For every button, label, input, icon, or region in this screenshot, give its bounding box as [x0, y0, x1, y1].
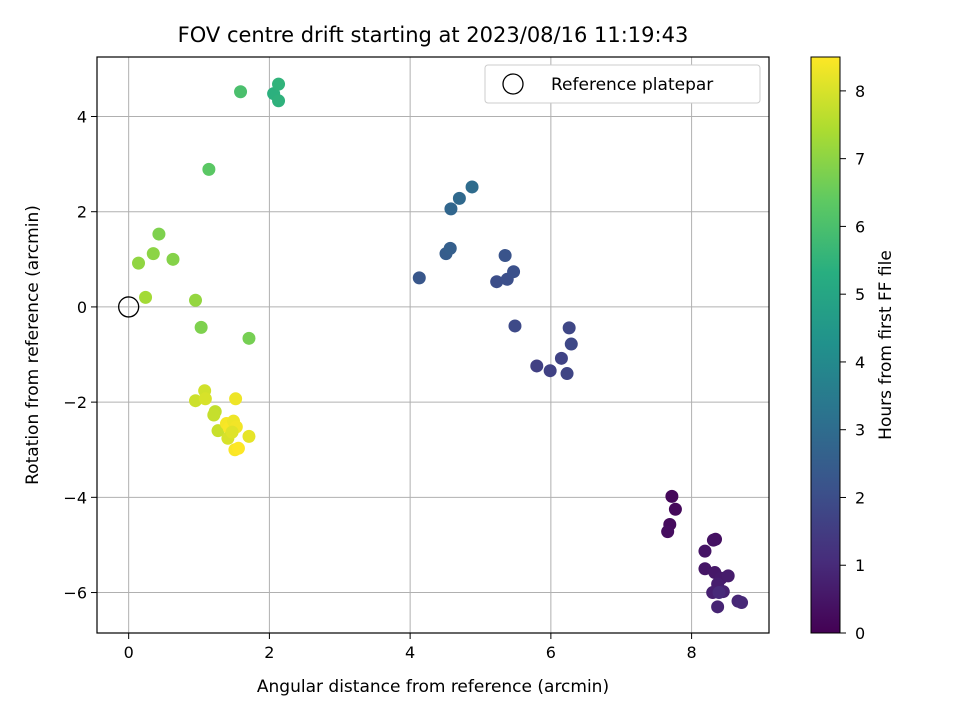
colorbar-tick-label: 5	[855, 285, 865, 304]
grid	[97, 57, 769, 633]
data-point	[444, 202, 458, 216]
data-point	[198, 392, 212, 406]
data-point	[194, 320, 208, 334]
colorbar-tick-label: 8	[855, 82, 865, 101]
y-axis-ticks: −6 −4 −2 0 2 4	[63, 108, 97, 603]
data-point	[242, 331, 256, 345]
data-point	[242, 429, 256, 443]
colorbar-ticks: 0 1 2 3 4 5 6 7 8	[840, 82, 865, 643]
data-point	[698, 544, 712, 558]
colorbar-tick-label: 6	[855, 217, 865, 236]
data-point	[152, 227, 166, 241]
x-tick-label: 6	[546, 643, 556, 662]
data-point	[712, 586, 726, 600]
data-point	[272, 94, 286, 108]
data-point	[412, 271, 426, 285]
y-tick-label: 0	[77, 298, 87, 317]
y-tick-label: −2	[63, 393, 87, 412]
colorbar-tick-label: 3	[855, 421, 865, 440]
data-point	[225, 425, 239, 439]
legend-reference-marker	[502, 73, 524, 95]
data-point	[508, 319, 522, 333]
reference-marker-layer	[118, 296, 140, 318]
x-tick-label: 2	[264, 643, 274, 662]
y-axis-label: Rotation from reference (arcmin)	[23, 205, 43, 485]
y-tick-label: 4	[77, 108, 87, 127]
legend-box	[484, 64, 761, 104]
data-point	[507, 265, 521, 279]
colorbar-tick-label: 0	[855, 624, 865, 643]
data-point	[560, 367, 574, 381]
data-point	[554, 351, 568, 365]
data-point	[661, 525, 675, 539]
legend-label: Reference platepar	[551, 75, 713, 95]
x-tick-label: 8	[687, 643, 697, 662]
colorbar-tick-label: 2	[855, 488, 865, 507]
colorbar: 0 1 2 3 4 5 6 7 8 Hours from first FF file	[810, 56, 896, 643]
data-point	[735, 596, 749, 610]
colorbar-gradient	[810, 56, 841, 634]
data-point	[202, 162, 216, 176]
data-point	[234, 85, 248, 99]
data-point	[698, 562, 712, 576]
data-point	[231, 441, 245, 455]
colorbar-tick-label: 4	[855, 353, 865, 372]
data-point	[166, 252, 180, 266]
x-tick-label: 0	[124, 643, 134, 662]
data-point	[452, 191, 466, 205]
data-point	[721, 569, 735, 583]
scatter-points	[132, 77, 749, 614]
data-point	[711, 600, 725, 614]
chart-title: FOV centre drift starting at 2023/08/16 …	[178, 23, 689, 47]
data-point	[139, 290, 153, 304]
data-point	[530, 359, 544, 373]
data-point	[229, 392, 243, 406]
x-axis-ticks: 0 2 4 6 8	[124, 633, 697, 662]
data-point	[564, 337, 578, 351]
reference-marker	[118, 296, 140, 318]
y-tick-label: −6	[63, 584, 87, 603]
data-point	[189, 293, 203, 307]
colorbar-tick-label: 7	[855, 150, 865, 169]
data-point	[443, 241, 457, 255]
data-point	[189, 394, 203, 408]
data-point	[706, 533, 720, 547]
data-point	[207, 408, 221, 422]
data-point	[498, 249, 512, 263]
y-tick-label: −4	[63, 488, 87, 507]
colorbar-tick-label: 1	[855, 556, 865, 575]
y-tick-label: 2	[77, 203, 87, 222]
data-point	[465, 180, 479, 194]
data-point	[490, 275, 504, 289]
data-point	[543, 364, 557, 378]
x-tick-label: 4	[405, 643, 415, 662]
x-axis-label: Angular distance from reference (arcmin)	[257, 677, 609, 697]
data-point	[665, 489, 679, 503]
legend: Reference platepar	[484, 64, 761, 104]
plot-frame	[96, 56, 770, 634]
colorbar-label: Hours from first FF file	[876, 250, 896, 440]
data-point	[272, 77, 286, 91]
data-point	[562, 321, 576, 335]
data-point	[132, 256, 146, 270]
data-point	[146, 247, 160, 261]
data-point	[668, 502, 682, 516]
